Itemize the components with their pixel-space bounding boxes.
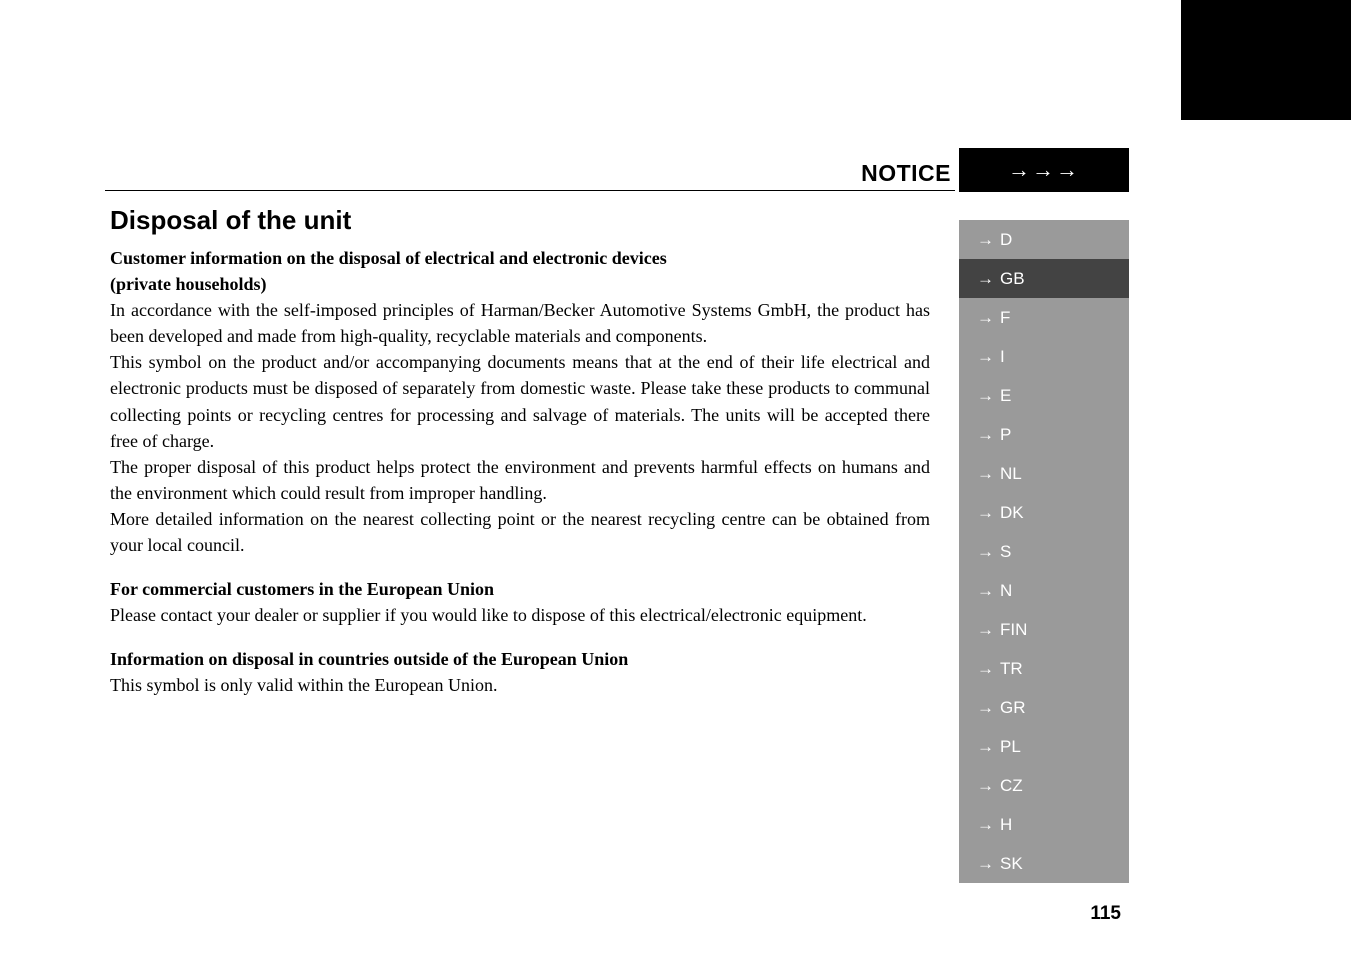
lang-item-h[interactable]: →H	[959, 805, 1129, 844]
lang-item-d[interactable]: →D	[959, 220, 1129, 259]
lang-item-n[interactable]: →N	[959, 571, 1129, 610]
lang-code-label: H	[1000, 815, 1012, 835]
lang-item-e[interactable]: →E	[959, 376, 1129, 415]
top-corner-box	[1181, 0, 1351, 120]
lang-code-label: GR	[1000, 698, 1026, 718]
arrow-right-icon: →	[977, 386, 994, 406]
section-title: Disposal of the unit	[110, 205, 351, 236]
paragraph-contact-dealer: Please contact your dealer or supplier i…	[110, 602, 930, 628]
paragraph-proper-disposal: The proper disposal of this product help…	[110, 454, 930, 506]
lang-item-nl[interactable]: → NL	[959, 454, 1129, 493]
lang-item-gr[interactable]: → GR	[959, 688, 1129, 727]
lang-item-s[interactable]: →S	[959, 532, 1129, 571]
language-sidebar: →D→GB→F→I→E→P→NL→DK→S→N→FIN→TR→GR→PL→CZ→…	[959, 220, 1129, 883]
header-rule	[105, 190, 955, 191]
arrow-right-icon: →	[977, 503, 994, 523]
lang-code-label: DK	[1000, 503, 1024, 523]
subheading-commercial: For commercial customers in the European…	[110, 576, 930, 602]
lang-code-label: P	[1000, 425, 1011, 445]
paragraph-symbol-meaning: This symbol on the product and/or accomp…	[110, 349, 930, 453]
paragraph-eu-only: This symbol is only valid within the Eur…	[110, 672, 930, 698]
lang-item-fin[interactable]: → FIN	[959, 610, 1129, 649]
lang-item-dk[interactable]: → DK	[959, 493, 1129, 532]
body-content: Customer information on the disposal of …	[110, 245, 930, 699]
subheading-customer-info-1: Customer information on the disposal of …	[110, 245, 930, 271]
lang-item-f[interactable]: →F	[959, 298, 1129, 337]
arrow-right-icon: →	[977, 815, 994, 835]
header-arrows: →→→	[959, 148, 1129, 192]
arrow-right-icon: →	[977, 776, 994, 796]
lang-code-label: GB	[1000, 269, 1025, 289]
lang-code-label: F	[1000, 308, 1010, 328]
arrow-right-icon: →	[977, 425, 994, 445]
lang-item-p[interactable]: →P	[959, 415, 1129, 454]
lang-code-label: NL	[1000, 464, 1022, 484]
lang-code-label: TR	[1000, 659, 1023, 679]
lang-code-label: S	[1000, 542, 1011, 562]
arrow-right-icon: →	[977, 581, 994, 601]
arrow-right-icon: →	[977, 464, 994, 484]
arrow-right-icon: →	[977, 542, 994, 562]
subheading-customer-info-2: (private households)	[110, 271, 930, 297]
arrow-right-icon: →	[977, 347, 994, 367]
page-number: 115	[1090, 903, 1121, 925]
lang-code-label: E	[1000, 386, 1011, 406]
lang-code-label: D	[1000, 230, 1012, 250]
lang-item-i[interactable]: →I	[959, 337, 1129, 376]
arrow-right-icon: →	[977, 854, 994, 874]
lang-code-label: SK	[1000, 854, 1023, 874]
arrow-right-icon: →	[977, 308, 994, 328]
lang-code-label: N	[1000, 581, 1012, 601]
lang-code-label: PL	[1000, 737, 1021, 757]
notice-label: NOTICE	[861, 160, 951, 187]
lang-item-gb[interactable]: → GB	[959, 259, 1129, 298]
lang-item-sk[interactable]: → SK	[959, 844, 1129, 883]
arrow-right-icon: →	[977, 698, 994, 718]
lang-item-cz[interactable]: → CZ	[959, 766, 1129, 805]
paragraph-more-info: More detailed information on the nearest…	[110, 506, 930, 558]
arrow-right-icon: →	[977, 620, 994, 640]
lang-item-pl[interactable]: → PL	[959, 727, 1129, 766]
arrow-right-icon: →	[977, 269, 994, 289]
lang-item-tr[interactable]: → TR	[959, 649, 1129, 688]
arrow-right-icon: →	[977, 230, 994, 250]
paragraph-principles: In accordance with the self-imposed prin…	[110, 297, 930, 349]
lang-code-label: CZ	[1000, 776, 1023, 796]
lang-code-label: I	[1000, 347, 1005, 367]
arrow-right-icon: →	[977, 659, 994, 679]
lang-code-label: FIN	[1000, 620, 1027, 640]
arrow-right-icon: →	[977, 737, 994, 757]
subheading-outside-eu: Information on disposal in countries out…	[110, 646, 930, 672]
